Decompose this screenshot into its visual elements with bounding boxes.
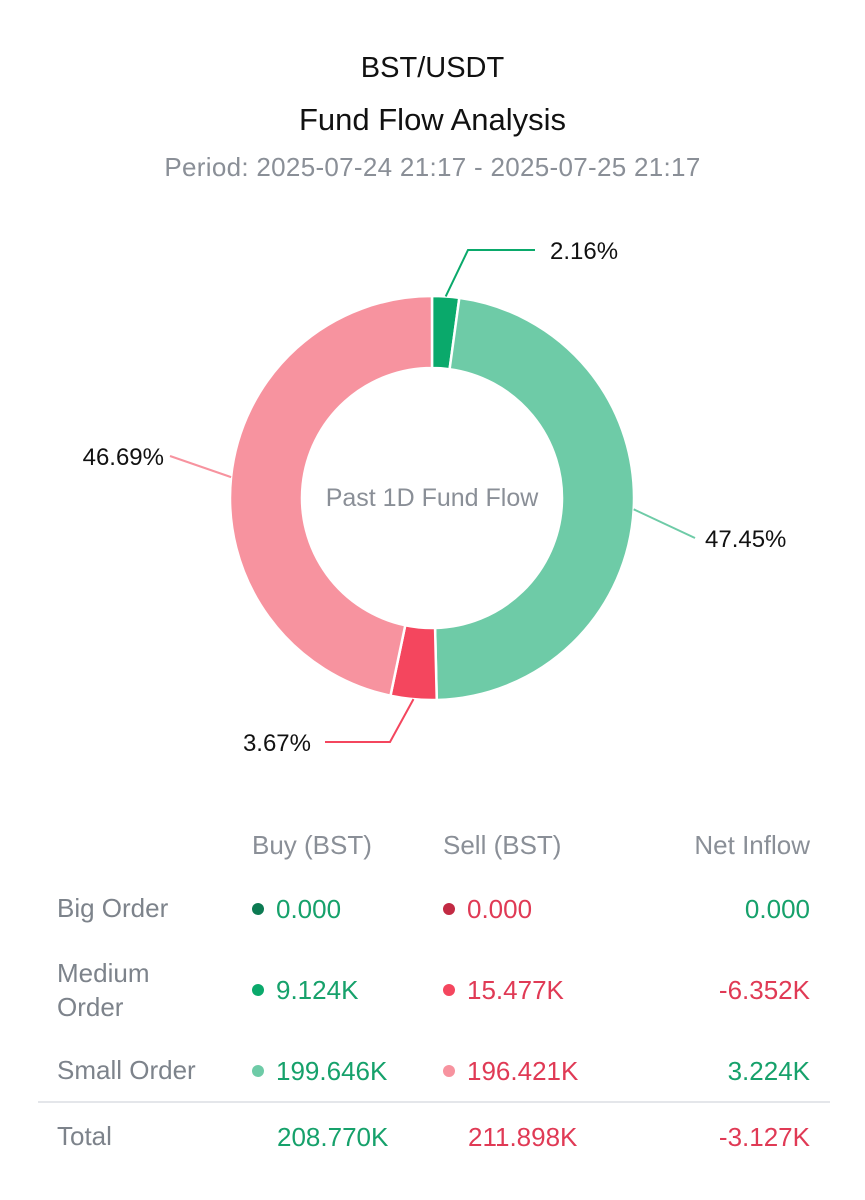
small-buy-legend-dot: [252, 1065, 264, 1077]
big-order-sell: 0.000: [443, 894, 532, 925]
medium-order-sell: 15.477K: [443, 975, 564, 1006]
fund-flow-donut-chart: 2.16% 47.45% 3.67% 46.69% Past 1D Fund Flow: [83, 238, 787, 757]
period-range: Period: 2025-07-24 21:17 - 2025-07-25 21…: [164, 152, 701, 182]
page-title: Fund Flow Analysis: [298, 102, 567, 137]
total-sell: 211.898K: [468, 1122, 578, 1152]
fund-flow-table: Buy (BST) Sell (BST) Net Inflow Big Orde…: [0, 810, 865, 1190]
slice-label-4: 46.69%: [83, 444, 164, 471]
col-header-sell: Sell (BST): [443, 830, 562, 860]
leader-line-3: [325, 698, 415, 743]
big-order-buy: 0.000: [252, 894, 341, 925]
donut-center-label: Past 1D Fund Flow: [326, 484, 540, 512]
small-order-buy: 199.646K: [252, 1056, 387, 1087]
total-net-inflow: -3.127K: [718, 1122, 810, 1152]
small-sell-legend-dot: [443, 1065, 455, 1077]
row-label-big-order: Big Order: [57, 893, 169, 923]
medium-buy-legend-dot: [252, 984, 264, 996]
total-divider: [38, 1101, 830, 1103]
total-buy: 208.770K: [277, 1122, 389, 1152]
slice-2: [433, 296, 636, 702]
big-sell-legend-dot: [443, 903, 455, 915]
medium-order-buy: 9.124K: [252, 975, 358, 1006]
leader-line-2: [633, 508, 696, 539]
small-order-net-inflow: 3.224K: [727, 1056, 810, 1086]
leader-line-1: [444, 249, 535, 297]
row-label-small-order: Small Order: [57, 1055, 196, 1085]
slice-label-1: 2.16%: [550, 238, 618, 265]
row-label-medium-order: Medium Order: [57, 958, 150, 1022]
col-header-buy: Buy (BST): [252, 830, 372, 860]
big-buy-legend-dot: [252, 903, 264, 915]
slice-label-2: 47.45%: [705, 526, 786, 553]
leader-line-4: [169, 455, 232, 479]
big-order-net-inflow: 0.000: [744, 894, 810, 924]
small-order-sell: 196.421K: [443, 1056, 578, 1087]
medium-sell-legend-dot: [443, 984, 455, 996]
medium-order-net-inflow: -6.352K: [718, 975, 810, 1005]
col-header-net-inflow: Net Inflow: [694, 830, 810, 860]
slice-label-3: 3.67%: [243, 730, 311, 757]
trading-pair: BST/USDT: [360, 52, 505, 84]
slice-4: [228, 294, 434, 698]
row-label-total: Total: [57, 1121, 112, 1151]
